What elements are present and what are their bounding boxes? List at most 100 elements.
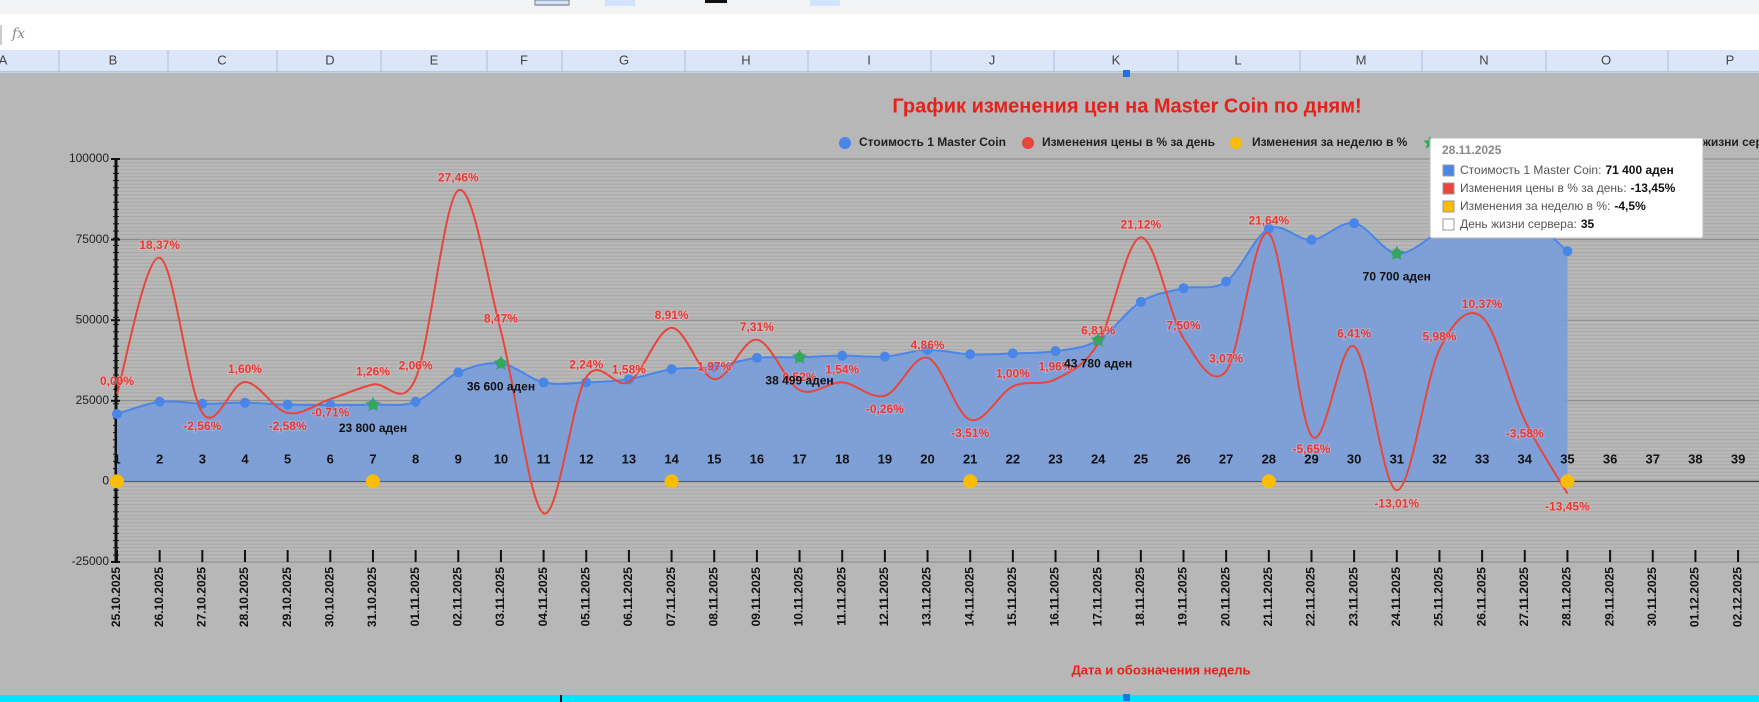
price-point bbox=[623, 374, 634, 385]
legend-label[interactable]: Изменения цены в % за день bbox=[1042, 135, 1215, 149]
day-number: 9 bbox=[455, 451, 462, 466]
day-number: 24 bbox=[1091, 451, 1106, 466]
day-number: 5 bbox=[284, 451, 291, 466]
sheet-divider bbox=[560, 695, 562, 702]
day-number: 13 bbox=[622, 451, 636, 466]
daily-change-label: 1,60% bbox=[228, 362, 262, 376]
toolbar-button[interactable] bbox=[605, 0, 635, 6]
daily-change-label: 4,86% bbox=[911, 338, 945, 352]
toolbar-button[interactable] bbox=[534, 0, 570, 6]
column-header[interactable]: C bbox=[217, 52, 226, 67]
price-point bbox=[879, 351, 890, 362]
day-number: 32 bbox=[1432, 451, 1446, 466]
column-header[interactable]: J bbox=[989, 52, 996, 67]
column-header[interactable]: P bbox=[1726, 52, 1735, 67]
x-tick-label: 28.11.2025 bbox=[1560, 567, 1574, 627]
x-tick-label: 20.11.2025 bbox=[1218, 567, 1232, 627]
column-header[interactable]: A bbox=[0, 52, 8, 67]
x-tick-label: 17.11.2025 bbox=[1090, 567, 1104, 627]
tooltip-label: День жизни сервера: bbox=[1460, 217, 1577, 231]
price-point bbox=[1050, 346, 1061, 357]
daily-change-label: 3,07% bbox=[1209, 351, 1243, 365]
price-point bbox=[154, 396, 165, 407]
column-header[interactable]: M bbox=[1356, 52, 1367, 67]
day-number: 2 bbox=[156, 451, 163, 466]
daily-change-label: 21,64% bbox=[1248, 214, 1289, 228]
column-header[interactable]: G bbox=[619, 52, 629, 67]
column-header[interactable]: L bbox=[1234, 52, 1241, 67]
day-number: 38 bbox=[1688, 451, 1702, 466]
tooltip-value: 35 bbox=[1581, 217, 1595, 231]
x-tick-label: 25.11.2025 bbox=[1432, 567, 1446, 627]
legend-label[interactable]: Изменения за неделю в % bbox=[1252, 135, 1408, 149]
tooltip-value: -4,5% bbox=[1614, 199, 1646, 213]
column-header[interactable]: D bbox=[325, 52, 334, 67]
daily-change-label: 18,37% bbox=[139, 238, 180, 252]
price-point bbox=[1263, 223, 1274, 234]
tooltip-value: 71 400 аден bbox=[1605, 163, 1673, 177]
daily-change-label: 7,31% bbox=[740, 320, 774, 334]
server-day-label: 70 700 аден bbox=[1363, 270, 1431, 284]
tooltip-row: День жизни сервера: 35 bbox=[1460, 217, 1595, 231]
daily-change-label: -2,58% bbox=[269, 419, 307, 433]
x-tick-label: 01.11.2025 bbox=[408, 567, 422, 627]
day-number: 16 bbox=[750, 451, 764, 466]
x-tick-label: 21.11.2025 bbox=[1261, 567, 1275, 627]
legend-marker bbox=[1230, 137, 1242, 149]
column-header[interactable]: H bbox=[741, 52, 750, 67]
x-tick-label: 29.10.2025 bbox=[280, 567, 294, 627]
daily-change-label: 1,58% bbox=[612, 362, 646, 376]
column-header[interactable]: O bbox=[1601, 52, 1611, 67]
x-tick-label: 27.10.2025 bbox=[194, 567, 208, 627]
column-header[interactable]: E bbox=[430, 52, 439, 67]
daily-change-label: 0,00% bbox=[100, 374, 134, 388]
toolbar-button[interactable] bbox=[536, 0, 568, 6]
x-tick-label: 13.11.2025 bbox=[920, 567, 934, 627]
server-day-label: 36 600 аден bbox=[467, 380, 535, 394]
price-point bbox=[453, 367, 464, 378]
day-number: 30 bbox=[1347, 451, 1361, 466]
x-tick-label: 26.10.2025 bbox=[152, 567, 166, 627]
y-tick-label: 75000 bbox=[76, 232, 110, 246]
daily-change-label: -0,26% bbox=[866, 402, 904, 416]
daily-change-label: 6,41% bbox=[1337, 327, 1371, 341]
daily-change-label: 7,50% bbox=[1166, 318, 1200, 332]
price-point bbox=[666, 364, 677, 375]
resize-handle[interactable] bbox=[1123, 70, 1130, 77]
daily-change-label: 1,96% bbox=[1039, 359, 1073, 373]
selection-border bbox=[0, 695, 1759, 702]
column-header[interactable]: K bbox=[1112, 52, 1121, 67]
toolbar-button[interactable] bbox=[810, 0, 840, 6]
column-header[interactable]: B bbox=[109, 52, 118, 67]
price-point bbox=[112, 409, 122, 420]
x-tick-label: 11.11.2025 bbox=[834, 567, 848, 626]
column-header[interactable]: F bbox=[520, 52, 528, 67]
chart-title: График изменения цен на Master Coin по д… bbox=[892, 95, 1361, 117]
toolbar-button[interactable] bbox=[705, 0, 727, 3]
y-tick-label: 0 bbox=[102, 474, 109, 488]
column-header[interactable]: N bbox=[1479, 52, 1488, 67]
column-header[interactable]: I bbox=[867, 52, 871, 67]
formula-bar[interactable] bbox=[0, 14, 1759, 50]
day-number: 1 bbox=[113, 451, 120, 466]
server-day-star bbox=[1389, 245, 1405, 260]
server-day-label: 38 499 аден bbox=[765, 373, 833, 387]
x-tick-label: 29.11.2025 bbox=[1602, 567, 1616, 627]
daily-change-label: -2,56% bbox=[183, 419, 221, 433]
y-tick-label: 50000 bbox=[76, 312, 110, 326]
day-number: 37 bbox=[1646, 451, 1660, 466]
resize-handle[interactable] bbox=[1123, 694, 1130, 701]
formula-label: fx bbox=[11, 26, 25, 42]
tooltip-swatch bbox=[1442, 164, 1455, 177]
daily-change-label: -3,51% bbox=[951, 426, 989, 440]
x-tick-label: 23.11.2025 bbox=[1346, 567, 1360, 627]
price-point bbox=[1306, 234, 1317, 245]
x-tick-label: 18.11.2025 bbox=[1133, 567, 1147, 627]
weekly-change-point bbox=[1560, 474, 1575, 489]
server-day-star bbox=[1090, 332, 1106, 347]
day-number: 22 bbox=[1006, 451, 1020, 466]
legend-label[interactable]: Стоимость 1 Master Coin bbox=[859, 135, 1006, 149]
x-axis-title: Дата и обозначения недель bbox=[1072, 662, 1251, 677]
